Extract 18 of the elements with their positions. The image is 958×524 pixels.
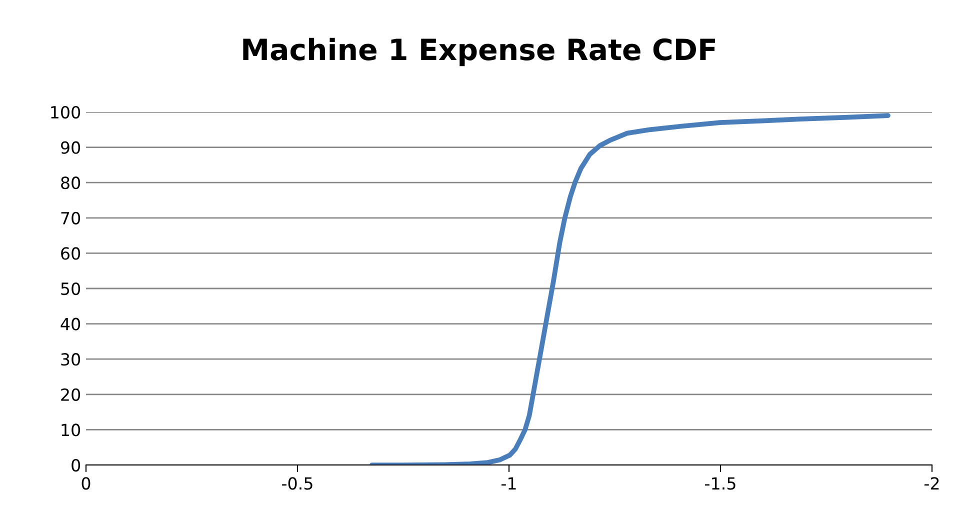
y-tick-label: 30 [61,353,80,366]
y-tick-label: 70 [61,212,80,224]
y-tick-label: 20 [61,388,80,401]
y-tick-label: 80 [61,176,80,190]
y-tick-label: 90 [60,141,80,154]
y-tick-label: 10 [62,424,80,436]
x-tick-label: -0.5 [282,477,312,490]
x-tick-label: 0 [82,477,90,490]
y-tick-label: 0 [72,458,80,472]
chart-title: Machine 1 Expense Rate CDF [243,38,716,66]
x-tick-label: -1.5 [705,477,736,490]
y-tick-label: 60 [61,247,80,260]
y-tick-label: 100 [51,106,80,119]
x-tick-label: -2 [924,477,939,490]
x-tick-label: -1 [502,477,516,490]
y-tick-label: 50 [61,282,80,296]
y-tick-label: 40 [60,318,80,330]
line-series [370,113,890,465]
